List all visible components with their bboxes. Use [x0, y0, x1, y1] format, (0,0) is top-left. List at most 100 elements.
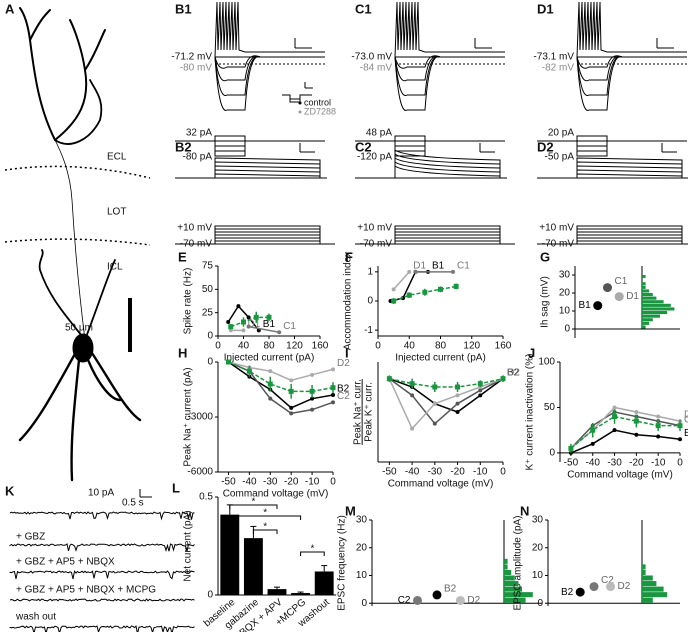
- x-tick-label: 80: [435, 341, 447, 352]
- x-tick-label: -10: [305, 477, 320, 488]
- hist-bar: [504, 597, 526, 603]
- series-line: [388, 377, 504, 425]
- point: [289, 405, 294, 410]
- y-tick-label: 20: [356, 542, 368, 553]
- trace: [576, 55, 687, 82]
- series-line: [228, 361, 334, 393]
- series-label: C1: [283, 321, 296, 332]
- series-line: [227, 304, 260, 331]
- point: [575, 587, 585, 597]
- bar: [291, 593, 311, 595]
- bar: [220, 514, 240, 595]
- point: [407, 269, 412, 274]
- point: [413, 269, 418, 274]
- panel-label: N: [520, 503, 529, 518]
- hist-bar: [504, 581, 519, 587]
- y-axis-label: Peak K⁺ curr.: [364, 382, 375, 442]
- point: [331, 393, 335, 397]
- point-label: C2: [601, 575, 614, 586]
- trace: [394, 234, 501, 244]
- point: [455, 393, 460, 398]
- point: [246, 324, 251, 329]
- panel-label: B2: [175, 139, 192, 154]
- step-label: +10 mV: [357, 223, 392, 234]
- hist-bar: [642, 592, 668, 598]
- trace: [394, 152, 501, 178]
- point: [589, 582, 599, 592]
- scale-label: 0.5 s: [122, 498, 144, 509]
- x-axis-label: Command voltage (mV): [388, 479, 494, 490]
- point: [612, 428, 617, 433]
- panel-label: B1: [175, 1, 192, 16]
- hist-bar: [504, 592, 533, 598]
- y-axis-label: EPSC frequency (Hz): [337, 515, 348, 611]
- hist-bar: [642, 586, 664, 592]
- y-axis-label: Spike rate (Hz): [183, 268, 194, 335]
- point: [612, 414, 618, 420]
- panel-label: G: [540, 249, 550, 264]
- trace: [9, 543, 195, 552]
- legend-marker: [298, 110, 302, 114]
- x-tick-label: -10: [473, 467, 488, 478]
- point: [409, 381, 415, 387]
- inj-label: 48 pA: [366, 128, 392, 139]
- trace: [282, 94, 312, 100]
- hist-bar: [642, 575, 653, 581]
- x-tick-label: 0: [375, 341, 381, 352]
- y-tick-label: 0: [207, 357, 213, 368]
- point-label: D1: [626, 291, 639, 302]
- y-tick-label: 20: [532, 542, 544, 553]
- trace: [394, 148, 501, 178]
- condition-label: + GBZ: [16, 532, 45, 543]
- point: [477, 381, 483, 387]
- trace: [576, 56, 687, 111]
- trace: [214, 56, 325, 96]
- point: [432, 590, 442, 600]
- series-label: C2: [337, 391, 350, 402]
- inj-label: 32 pA: [186, 128, 212, 139]
- rest-label: -84 mV: [360, 63, 393, 74]
- trace: [214, 240, 321, 244]
- point: [568, 445, 574, 451]
- y-axis-label: Accommodation index: [343, 252, 354, 350]
- condition-label: + GBZ + AP5 + NBQX: [16, 557, 115, 568]
- trace: [214, 55, 325, 69]
- series-line: [570, 429, 681, 454]
- trace: [214, 161, 321, 178]
- point: [603, 283, 612, 293]
- inj-label: 20 pA: [548, 128, 574, 139]
- condition-label: wash out: [15, 612, 56, 623]
- point: [500, 376, 506, 382]
- x-tick-label: 0: [330, 477, 336, 488]
- point: [253, 314, 259, 320]
- point: [656, 414, 661, 419]
- scale-label: 10 pA: [88, 488, 114, 499]
- x-tick-label: -40: [586, 458, 601, 469]
- sig-star: *: [263, 508, 267, 519]
- x-tick-label: 120: [286, 341, 303, 352]
- y-tick-label: 20: [559, 288, 571, 299]
- trace: [576, 56, 687, 96]
- y-tick-label: -3000: [187, 412, 213, 423]
- point: [246, 368, 252, 374]
- x-tick-label: -50: [382, 467, 397, 478]
- y-tick-label: 1: [367, 266, 373, 277]
- point: [310, 396, 315, 401]
- point: [288, 388, 294, 394]
- x-axis-label: Injected current (pA): [395, 353, 486, 364]
- point: [331, 400, 335, 405]
- x-tick-label: 120: [463, 341, 480, 352]
- point: [289, 411, 294, 416]
- x-tick-label: -20: [284, 477, 299, 488]
- layer-border: [4, 165, 151, 179]
- y-tick-label: 0.5: [199, 492, 213, 503]
- point: [228, 324, 234, 330]
- series-label: B2: [507, 367, 520, 378]
- bar: [267, 589, 287, 595]
- trace: [576, 157, 683, 178]
- point: [236, 304, 241, 309]
- point: [455, 410, 460, 414]
- trace: [576, 55, 687, 69]
- hist-bar: [504, 558, 508, 564]
- trace: [9, 511, 195, 521]
